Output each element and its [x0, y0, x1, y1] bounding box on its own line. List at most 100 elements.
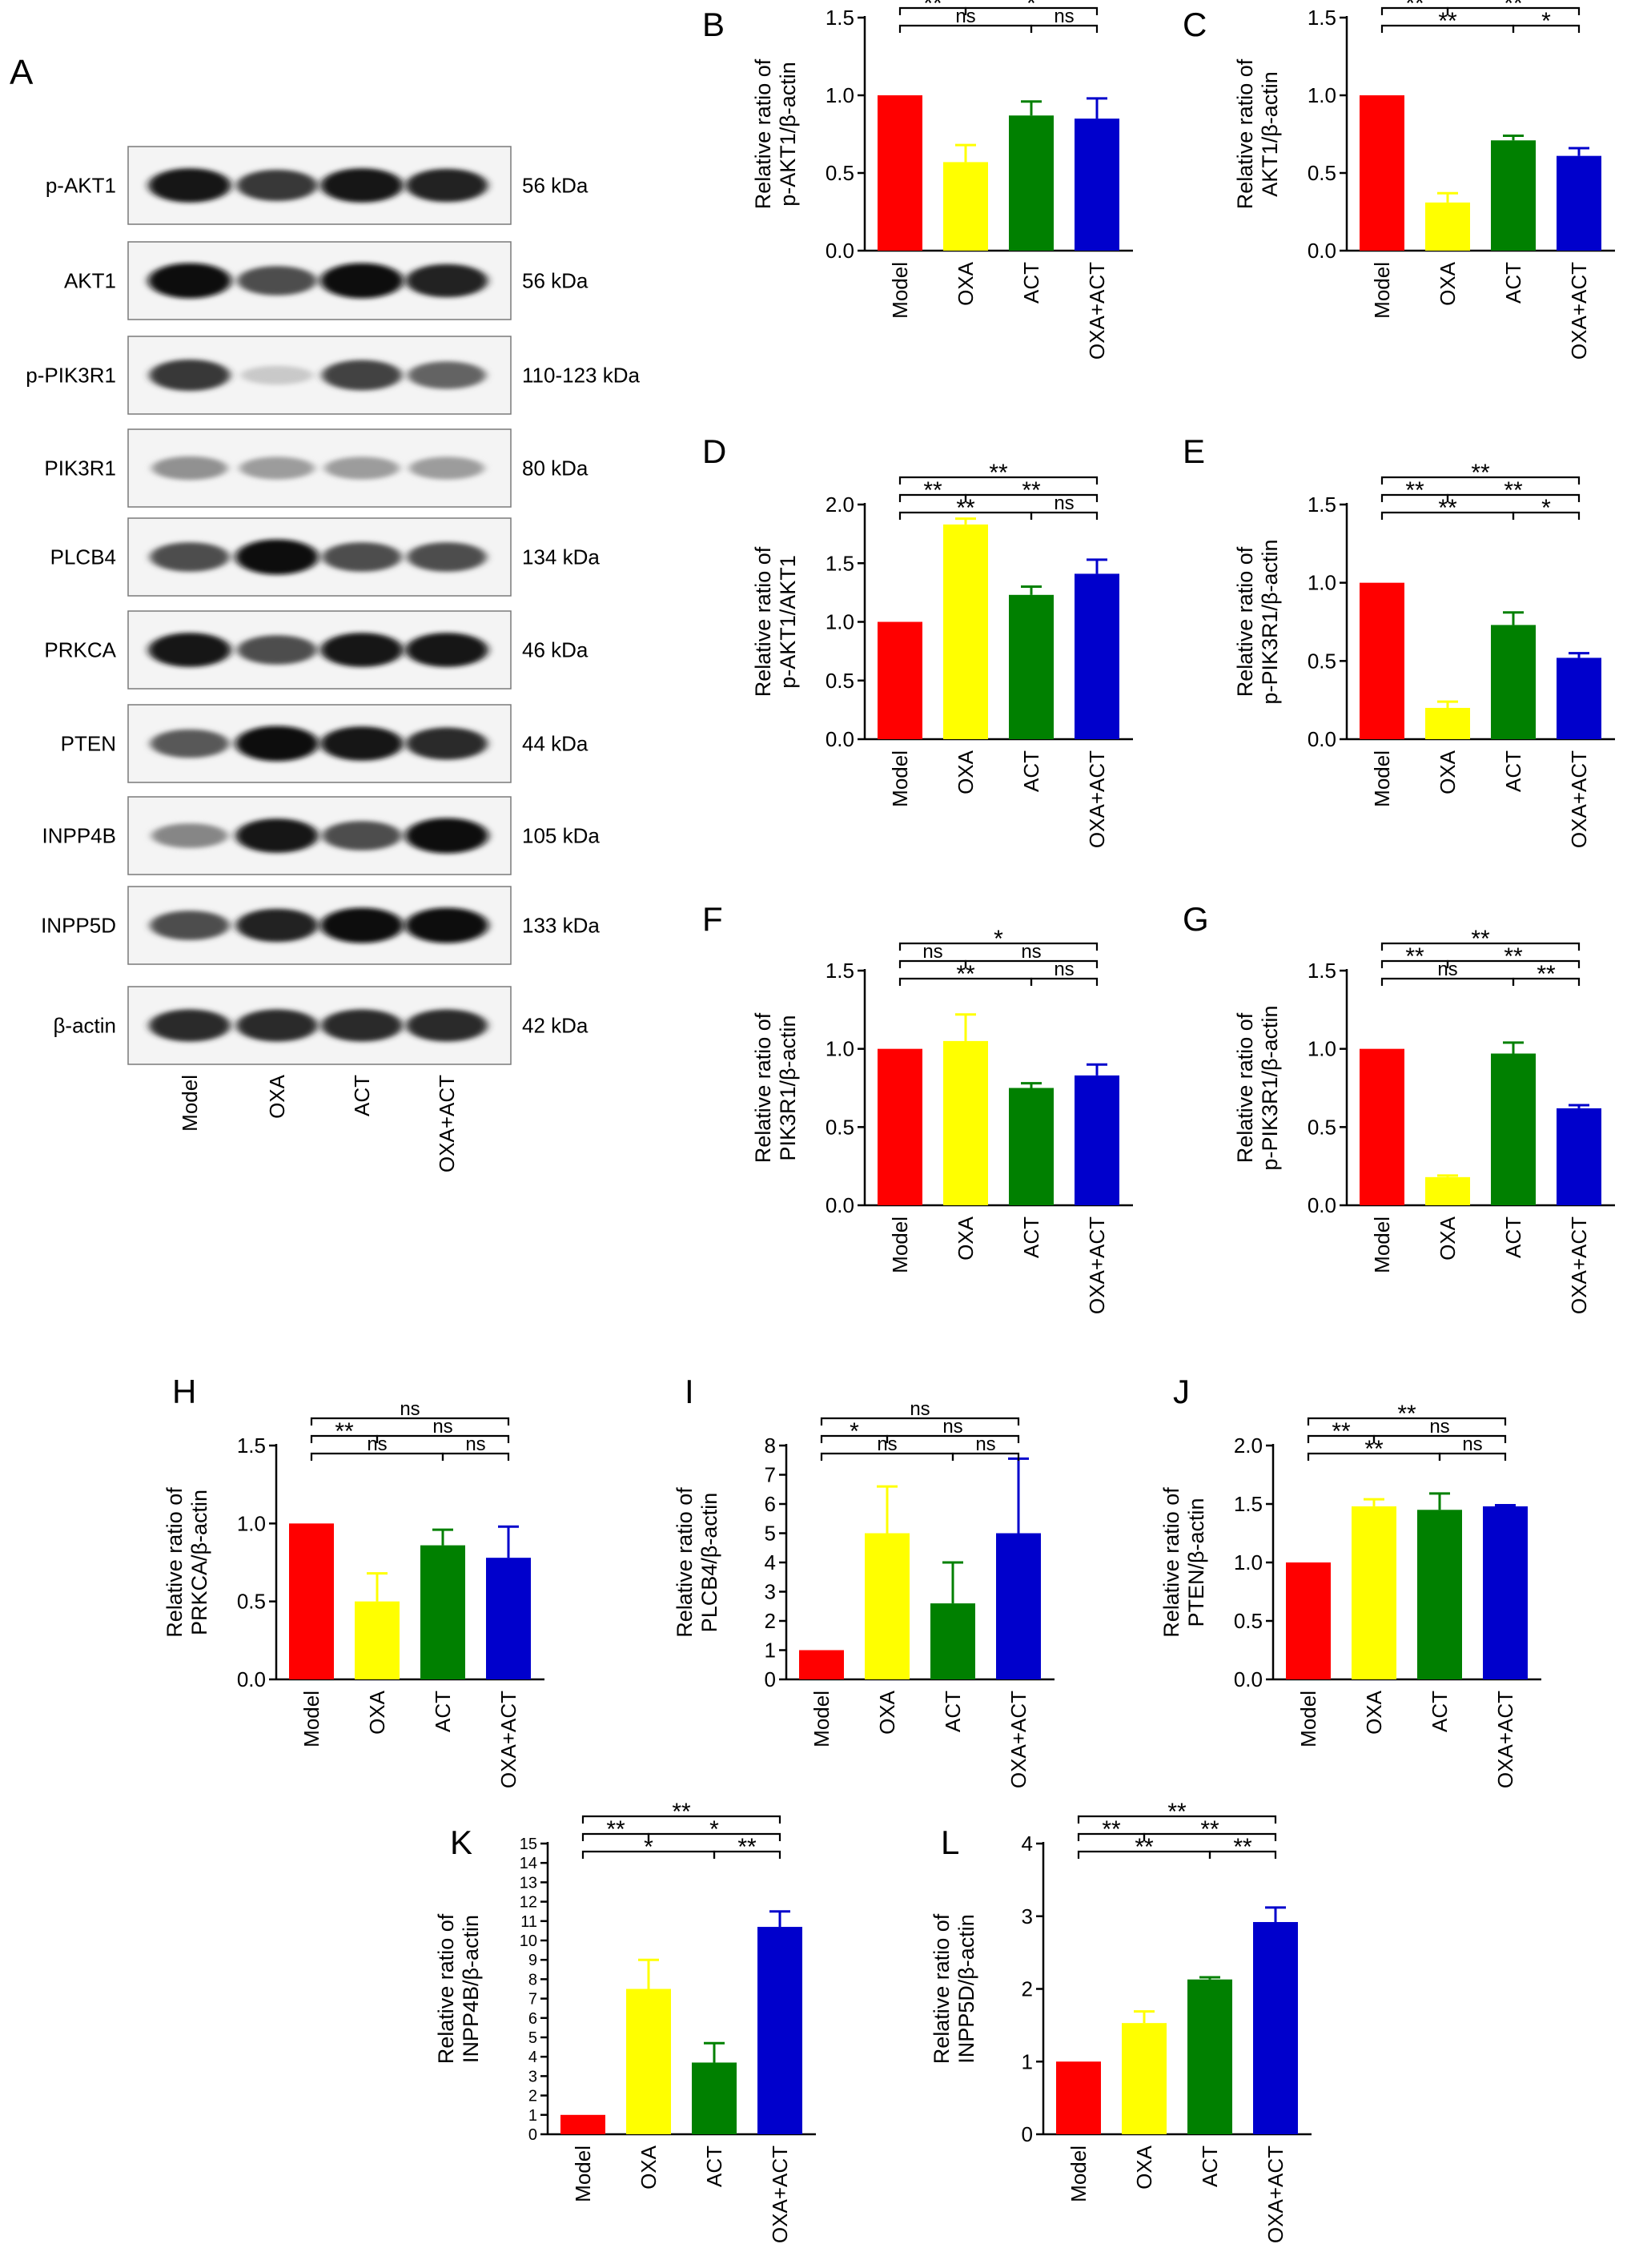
y-tick-label: 0.5	[826, 161, 854, 185]
y-tick-label: 12	[520, 1894, 537, 1912]
chart-panel-F: F 0.0 0.5 1.0 1.5 Relative ratio ofPIK3R1/β-a…	[702, 900, 1133, 1314]
blot-band-oxa-act	[408, 361, 486, 389]
blot-size-label: 44 kDa	[522, 732, 589, 756]
bar-oxa-act	[486, 1558, 531, 1679]
panel-letter-G: G	[1183, 900, 1209, 938]
bar-model	[560, 2114, 605, 2134]
significance-bracket	[1143, 1832, 1277, 1841]
blot-size-label: 105 kDa	[522, 824, 600, 848]
y-tick-label: 0.0	[826, 239, 854, 263]
chart-panel-E: E 0.0 0.5 1.0 1.5 Relative ratio ofp-PIK3R1/β…	[1183, 432, 1615, 848]
significance-label: ns	[1462, 1434, 1482, 1455]
significance-label: **	[1332, 1418, 1351, 1445]
blot-band-oxa-act	[405, 818, 488, 854]
y-tick-label: 1.0	[826, 610, 854, 634]
bar-oxa-act	[1075, 1075, 1119, 1205]
bar-act	[1009, 1088, 1054, 1205]
western-blot-panel: A p-AKT1 56 kDa AKT1 56 kDa p-PIK3R1 110-123 …	[10, 53, 640, 1172]
x-tick-label-oxa: OXA	[875, 1690, 899, 1735]
significance-label: *	[1541, 8, 1551, 34]
blot-band-oxa	[239, 456, 315, 480]
blot-band-model	[148, 168, 231, 203]
significance-label: **	[1405, 477, 1424, 504]
significance-label: ns	[1021, 941, 1041, 963]
chart-panel-G: G 0.0 0.5 1.0 1.5 Relative ratio ofp-PIK3R1/β…	[1183, 900, 1615, 1314]
y-tick-label: 0.5	[1308, 161, 1336, 185]
significance-bracket	[1380, 942, 1581, 951]
blot-band-oxa	[235, 818, 319, 853]
blot-band-model	[149, 359, 231, 392]
significance-bracket	[964, 959, 1099, 968]
bar-act	[692, 2062, 737, 2134]
panel-letter-D: D	[702, 432, 726, 470]
significance-label: **	[606, 1816, 625, 1843]
bar-model	[289, 1523, 334, 1679]
significance-bracket	[951, 1452, 1020, 1461]
significance-bracket	[964, 493, 1099, 502]
significance-label: *	[644, 1834, 653, 1860]
significance-label: *	[1541, 495, 1551, 521]
x-tick-label-act: ACT	[1019, 1216, 1043, 1258]
y-tick-label: 1.5	[237, 1434, 266, 1458]
significance-label: ns	[955, 6, 975, 27]
y-axis-label-line: Relative ratio of	[1233, 1012, 1257, 1163]
y-tick-label: 0.0	[826, 727, 854, 751]
x-tick-label-oxa-act: OXA+ACT	[1085, 750, 1109, 848]
x-tick-label-oxa: OXA	[1132, 2145, 1156, 2190]
y-tick-label: 2.0	[826, 493, 854, 517]
y-tick-label: 1.0	[1308, 83, 1336, 107]
y-tick-label: 8	[528, 1971, 537, 1989]
x-tick-label-model: Model	[888, 262, 912, 319]
y-tick-label: 1.0	[826, 83, 854, 107]
chart-panel-B: B 0.0 0.5 1.0 1.5 Relative ratio ofp-AKT1/β-a…	[702, 0, 1133, 360]
blot-protein-label: PRKCA	[44, 638, 116, 662]
significance-label: **	[1504, 477, 1523, 504]
significance-label: ns	[1054, 493, 1074, 514]
bar-oxa-act	[1557, 155, 1601, 251]
y-tick-label: 15	[520, 1836, 537, 1853]
y-axis-label: Relative ratio ofp-PIK3R1/β-actin	[1233, 539, 1282, 704]
significance-label: **	[1438, 495, 1457, 521]
significance-label: **	[335, 1418, 354, 1445]
bar-act	[1009, 115, 1054, 251]
blot-lane-label-oxa: OXA	[265, 1074, 289, 1119]
y-tick-label: 0.0	[1308, 1193, 1336, 1217]
bar-act	[1491, 625, 1536, 739]
y-tick-label: 7	[765, 1463, 776, 1487]
blot-band-act	[320, 726, 404, 761]
chart-panel-H: H 0.0 0.5 1.0 1.5 Relative ratio ofPRKCA/β-ac…	[163, 1373, 544, 1788]
y-axis-label: Relative ratio ofAKT1/β-actin	[1233, 58, 1282, 209]
y-tick-label: 11	[520, 1913, 537, 1931]
y-tick-label: 0.5	[1234, 1609, 1263, 1633]
y-tick-label: 0.5	[237, 1590, 266, 1614]
y-tick-label: 0	[528, 2126, 537, 2144]
significance-bracket	[898, 476, 1099, 485]
x-tick-label-oxa-act: OXA+ACT	[496, 1691, 520, 1788]
chart-panel-L: L 0 1 2 3 4 Relative ratio ofINPP5D/β-actin Mod…	[930, 1799, 1312, 2243]
bar-model	[1360, 582, 1404, 739]
x-tick-label-oxa: OXA	[365, 1690, 389, 1735]
panel-letter-K: K	[450, 1824, 472, 1861]
blot-size-label: 80 kDa	[522, 456, 589, 481]
bar-oxa-act	[1075, 573, 1119, 739]
bar-oxa	[1122, 2023, 1167, 2134]
y-axis-label-line: Relative ratio of	[751, 58, 775, 209]
x-tick-label-model: Model	[1067, 2145, 1091, 2202]
bar-oxa-act	[1557, 1108, 1601, 1205]
bar-oxa	[626, 1989, 671, 2134]
bar-oxa-act	[1253, 1922, 1298, 2134]
significance-label: ns	[432, 1416, 452, 1438]
y-tick-label: 1	[765, 1639, 776, 1663]
y-tick-label: 6	[528, 2010, 537, 2028]
y-axis-label-line: Relative ratio of	[673, 1487, 697, 1638]
significance-label: *	[994, 926, 1003, 952]
y-tick-label: 1.5	[826, 959, 854, 983]
y-axis-label: Relative ratio ofPIK3R1/β-actin	[751, 1012, 800, 1163]
significance-label: **	[1471, 460, 1490, 486]
y-axis-label: Relative ratio ofp-PIK3R1/β-actin	[1233, 1005, 1282, 1170]
blot-band-oxa	[236, 1009, 318, 1042]
blot-band-oxa-act	[405, 907, 488, 943]
y-axis-label-line: INPP4B/β-actin	[459, 1915, 483, 2063]
significance-bracket	[1208, 1850, 1277, 1859]
